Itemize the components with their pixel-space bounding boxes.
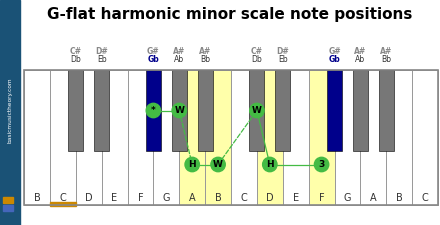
Text: Gb: Gb bbox=[147, 55, 159, 64]
Bar bbox=[172, 70, 187, 151]
Bar bbox=[50, 70, 76, 205]
Bar bbox=[386, 70, 412, 205]
Text: A#: A# bbox=[199, 47, 211, 56]
Text: C#: C# bbox=[70, 47, 82, 56]
Text: G#: G# bbox=[328, 47, 341, 56]
Text: A#: A# bbox=[173, 47, 185, 56]
Text: G: G bbox=[162, 193, 170, 203]
Circle shape bbox=[172, 103, 187, 118]
Text: C: C bbox=[241, 193, 247, 203]
Text: A#: A# bbox=[380, 47, 392, 56]
Text: H: H bbox=[188, 160, 196, 169]
Text: *: * bbox=[151, 106, 156, 115]
Text: C: C bbox=[422, 193, 429, 203]
Text: G: G bbox=[344, 193, 351, 203]
Bar bbox=[205, 70, 231, 205]
Text: D#: D# bbox=[276, 47, 289, 56]
Text: Bb: Bb bbox=[200, 55, 210, 64]
Bar bbox=[3, 197, 13, 203]
Text: B: B bbox=[33, 193, 40, 203]
Bar bbox=[249, 70, 264, 151]
Text: Ab: Ab bbox=[356, 55, 366, 64]
Bar bbox=[24, 70, 438, 205]
Text: basicmusictheory.com: basicmusictheory.com bbox=[7, 77, 12, 143]
Text: D: D bbox=[266, 193, 274, 203]
Bar bbox=[198, 70, 213, 151]
Text: A: A bbox=[189, 193, 195, 203]
Circle shape bbox=[211, 157, 225, 172]
Circle shape bbox=[185, 157, 199, 172]
Bar bbox=[360, 70, 386, 205]
Text: G-flat harmonic minor scale note positions: G-flat harmonic minor scale note positio… bbox=[48, 7, 413, 22]
Bar bbox=[231, 70, 257, 205]
Text: A: A bbox=[370, 193, 377, 203]
Bar bbox=[68, 70, 83, 151]
Circle shape bbox=[249, 103, 264, 118]
Bar bbox=[3, 205, 13, 211]
Text: W: W bbox=[213, 160, 223, 169]
Text: Ab: Ab bbox=[174, 55, 184, 64]
Bar bbox=[128, 70, 154, 205]
Bar bbox=[353, 70, 368, 151]
Text: Eb: Eb bbox=[97, 55, 106, 64]
Text: E: E bbox=[111, 193, 117, 203]
Bar bbox=[76, 70, 102, 205]
Text: B: B bbox=[396, 193, 403, 203]
Bar bbox=[308, 70, 334, 205]
Text: F: F bbox=[138, 193, 143, 203]
Text: 3: 3 bbox=[319, 160, 325, 169]
Text: Bb: Bb bbox=[381, 55, 391, 64]
Circle shape bbox=[146, 103, 161, 118]
Circle shape bbox=[314, 157, 329, 172]
Text: F: F bbox=[319, 193, 324, 203]
Text: Db: Db bbox=[70, 55, 81, 64]
Text: Gb: Gb bbox=[329, 55, 341, 64]
Text: W: W bbox=[252, 106, 262, 115]
Text: W: W bbox=[174, 106, 184, 115]
Bar bbox=[24, 70, 50, 205]
Bar bbox=[154, 70, 179, 205]
Text: C#: C# bbox=[251, 47, 263, 56]
Text: A#: A# bbox=[354, 47, 367, 56]
Text: G#: G# bbox=[147, 47, 160, 56]
Bar bbox=[283, 70, 308, 205]
Bar bbox=[179, 70, 205, 205]
Text: C: C bbox=[59, 193, 66, 203]
Bar bbox=[334, 70, 360, 205]
Text: H: H bbox=[266, 160, 274, 169]
Circle shape bbox=[263, 157, 277, 172]
Text: B: B bbox=[215, 193, 221, 203]
Bar bbox=[412, 70, 438, 205]
Text: Eb: Eb bbox=[278, 55, 288, 64]
Text: Db: Db bbox=[252, 55, 262, 64]
Bar bbox=[0, 0, 20, 225]
Bar bbox=[379, 70, 394, 151]
Bar bbox=[327, 70, 342, 151]
Bar bbox=[146, 70, 161, 151]
Text: D#: D# bbox=[95, 47, 108, 56]
Text: D: D bbox=[85, 193, 92, 203]
Bar bbox=[94, 70, 109, 151]
Bar bbox=[102, 70, 128, 205]
Bar bbox=[257, 70, 283, 205]
Bar bbox=[50, 202, 76, 205]
Text: E: E bbox=[293, 193, 299, 203]
Bar bbox=[275, 70, 290, 151]
